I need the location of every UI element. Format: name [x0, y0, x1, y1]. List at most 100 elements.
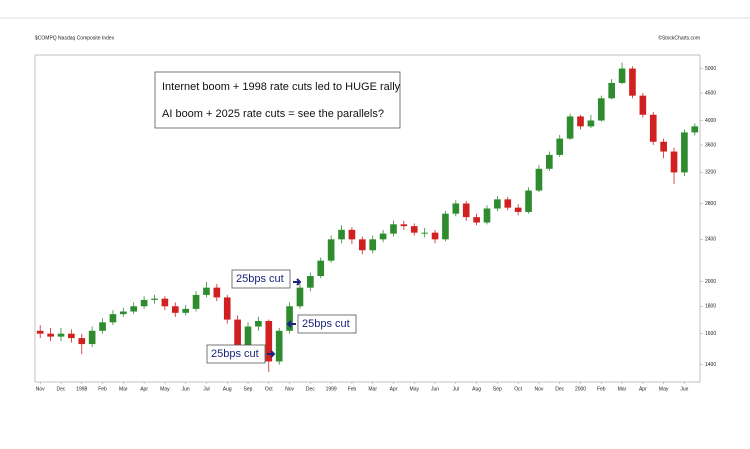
x-tick-label: 1999	[326, 386, 337, 392]
candle-body	[151, 298, 158, 300]
x-tick-label: Mar	[618, 386, 627, 392]
x-tick-label: Jun	[431, 386, 439, 392]
candle-body	[140, 299, 148, 307]
candle-body	[78, 338, 86, 345]
x-tick-label: Mar	[119, 386, 128, 392]
y-tick-label: 2000	[705, 279, 716, 285]
x-tick-label: Jul	[203, 386, 209, 392]
candle-body	[587, 120, 595, 127]
y-tick-label: 4500	[705, 90, 716, 96]
candle-body	[36, 330, 44, 334]
candle-body	[119, 311, 127, 315]
candle-body	[286, 306, 293, 331]
x-tick-label: Apr	[639, 386, 647, 392]
candle-body	[691, 126, 699, 133]
x-tick-label: Nov	[36, 386, 45, 392]
candle-body	[514, 207, 522, 212]
candle-body	[348, 229, 356, 240]
candle-body	[182, 308, 189, 313]
plot-frame	[34, 54, 701, 383]
y-tick-label: 5000	[705, 66, 716, 72]
source: ©StockCharts.com	[658, 34, 700, 41]
cut-label: 25bps cut	[211, 348, 259, 360]
annotation: Internet boom + 1998 rate cuts led to HU…	[162, 81, 401, 93]
cut-label: 25bps cut	[302, 318, 350, 330]
candle-body	[566, 116, 574, 139]
candle-body	[390, 224, 397, 234]
candle-body	[442, 213, 449, 240]
arrow	[267, 350, 276, 358]
x-tick-label: May	[160, 386, 170, 392]
candle-body	[556, 138, 564, 155]
arrow	[286, 320, 296, 328]
candle-body	[649, 114, 657, 142]
y-tick-label: 2400	[705, 237, 716, 243]
candle-body	[577, 116, 584, 127]
x-tick-label: Dec	[306, 386, 315, 392]
x-tick-label: Apr	[390, 386, 398, 392]
candle-body	[203, 287, 210, 295]
x-tick-label: Oct	[514, 386, 522, 392]
candle-body	[597, 98, 605, 121]
candle-body	[400, 224, 408, 227]
candle-body	[681, 132, 688, 173]
x-tick-label: Jun	[680, 386, 688, 392]
candle-body	[255, 320, 262, 327]
candle-body	[109, 314, 117, 323]
candle-body	[379, 233, 387, 240]
candle-body	[525, 190, 532, 212]
candle-body	[88, 330, 96, 345]
candle-body	[660, 141, 667, 152]
candle-body	[452, 203, 460, 214]
cut-box	[297, 314, 357, 334]
candle-body	[494, 199, 501, 209]
x-tick-label: Nov	[285, 386, 294, 392]
candle-body	[483, 208, 491, 223]
candle-body	[369, 239, 377, 251]
candle-body	[307, 276, 314, 288]
x-tick-label: Dec	[57, 386, 66, 392]
candle-body	[244, 326, 252, 349]
candle-body	[223, 297, 231, 320]
annotation: AI boom + 2025 rate cuts = see the paral…	[162, 108, 384, 120]
candle-body	[431, 232, 439, 240]
x-tick-label: May	[410, 386, 420, 392]
x-tick-label: Mar	[368, 386, 377, 392]
x-tick-label: 2000	[575, 386, 586, 392]
candle-body	[358, 239, 366, 251]
marks: 1400 1600 1800 2000 2400 2800 3200 3600 4000 4500…	[36, 62, 716, 392]
candle-body	[99, 322, 106, 331]
candle-body	[47, 333, 54, 337]
y-tick-label: 4000	[705, 118, 716, 124]
candle-body	[68, 333, 75, 339]
candle-body	[213, 287, 221, 298]
cut-label: 25bps cut	[236, 273, 284, 285]
x-tick-label: Jul	[453, 386, 459, 392]
y-tick-label: 1400	[705, 362, 716, 368]
candle-body	[192, 294, 200, 309]
x-tick-label: Feb	[98, 386, 107, 392]
candle-body	[275, 330, 283, 362]
x-tick-label: Aug	[472, 386, 481, 392]
candle-body	[462, 203, 470, 218]
y-tick-label: 1600	[705, 331, 716, 337]
chart-title: $COMPQ Nasdaq Composite Index	[35, 35, 115, 41]
candle-body	[608, 82, 616, 99]
x-tick-label: Oct	[265, 386, 273, 392]
candle-body	[410, 226, 418, 233]
candle-body	[327, 239, 335, 261]
candle-body	[57, 333, 65, 337]
y-tick-label: 3200	[705, 170, 716, 176]
x-tick-label: Aug	[223, 386, 232, 392]
x-tick-label: Jun	[182, 386, 190, 392]
candle-body	[130, 306, 138, 312]
y-tick-label: 3600	[705, 142, 716, 148]
candle-body	[639, 95, 647, 115]
arrow	[293, 278, 302, 286]
x-tick-label: Sep	[244, 386, 253, 392]
candle-body	[473, 217, 480, 223]
x-tick-label: Feb	[597, 386, 606, 392]
candle-body	[161, 298, 169, 307]
candle-body	[338, 229, 345, 240]
